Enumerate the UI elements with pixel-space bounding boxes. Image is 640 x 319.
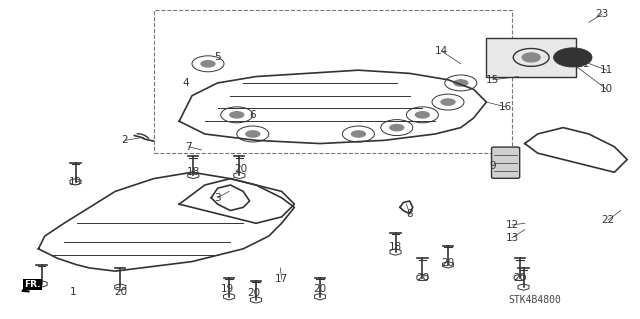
Text: 10: 10 bbox=[600, 84, 613, 94]
FancyBboxPatch shape bbox=[486, 38, 576, 77]
Text: 20: 20 bbox=[234, 164, 247, 174]
Text: 22: 22 bbox=[602, 215, 614, 225]
Text: 20: 20 bbox=[314, 284, 326, 294]
Text: 15: 15 bbox=[486, 75, 499, 85]
Circle shape bbox=[568, 55, 578, 60]
Circle shape bbox=[453, 79, 468, 87]
Text: 2: 2 bbox=[122, 135, 128, 145]
Text: 16: 16 bbox=[499, 102, 512, 112]
Text: 8: 8 bbox=[406, 209, 413, 219]
Text: 20: 20 bbox=[248, 288, 260, 299]
Text: 17: 17 bbox=[275, 274, 288, 284]
Text: FR.: FR. bbox=[24, 280, 41, 289]
Circle shape bbox=[440, 98, 456, 106]
Circle shape bbox=[389, 124, 404, 131]
Circle shape bbox=[522, 53, 540, 62]
Text: 12: 12 bbox=[506, 220, 518, 230]
Circle shape bbox=[415, 111, 430, 119]
Text: 5: 5 bbox=[214, 52, 221, 63]
Text: 6: 6 bbox=[250, 110, 256, 120]
Text: 18: 18 bbox=[187, 167, 200, 177]
Text: 7: 7 bbox=[186, 142, 192, 152]
Text: 23: 23 bbox=[595, 9, 608, 19]
Text: 19: 19 bbox=[221, 284, 234, 294]
Text: 20: 20 bbox=[114, 287, 127, 297]
Text: 1: 1 bbox=[70, 287, 77, 297]
Text: 9: 9 bbox=[490, 161, 496, 171]
Text: 14: 14 bbox=[435, 46, 448, 56]
Circle shape bbox=[245, 130, 260, 138]
Circle shape bbox=[561, 52, 584, 63]
Text: 13: 13 bbox=[506, 233, 518, 243]
Circle shape bbox=[200, 60, 216, 68]
Text: 3: 3 bbox=[214, 193, 221, 203]
Text: 19: 19 bbox=[69, 177, 82, 187]
Text: 21: 21 bbox=[576, 59, 589, 69]
Text: 4: 4 bbox=[182, 78, 189, 88]
Text: 20: 20 bbox=[416, 272, 429, 283]
Text: 20: 20 bbox=[513, 272, 526, 283]
Text: 11: 11 bbox=[600, 65, 613, 75]
FancyBboxPatch shape bbox=[492, 147, 520, 178]
Text: STK4B4800: STK4B4800 bbox=[508, 295, 561, 305]
Text: 20: 20 bbox=[442, 258, 454, 268]
Text: 18: 18 bbox=[389, 242, 402, 252]
Circle shape bbox=[229, 111, 244, 119]
Circle shape bbox=[351, 130, 366, 138]
Circle shape bbox=[554, 48, 592, 67]
